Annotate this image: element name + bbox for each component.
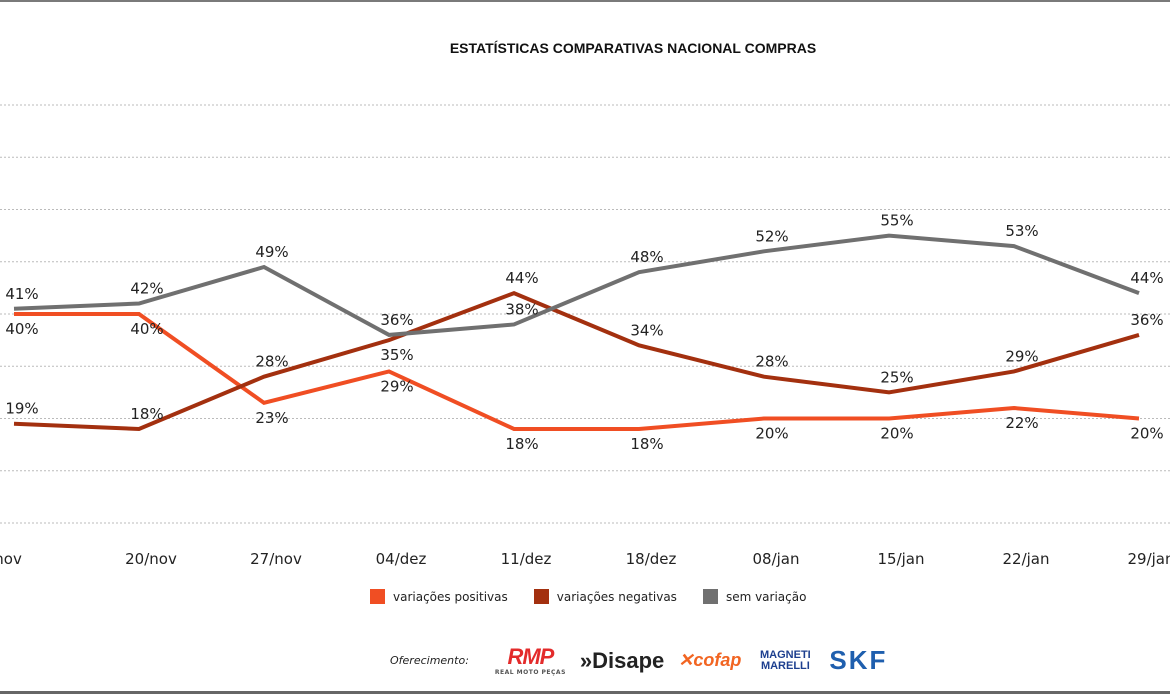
data-label: 19% (5, 400, 38, 418)
x-tick-label: 04/dez (376, 550, 427, 568)
legend-item: variações negativas (533, 589, 677, 604)
data-label: 44% (1130, 269, 1163, 287)
sponsors-label: Oferecimento: (390, 654, 469, 667)
data-label: 48% (630, 248, 663, 266)
data-label: 35% (380, 346, 413, 364)
data-label: 20% (880, 425, 913, 443)
data-label: 42% (130, 280, 163, 298)
data-label: 34% (630, 321, 663, 339)
data-label: 55% (880, 212, 913, 230)
data-label: 36% (1130, 311, 1163, 329)
cofap-logo: ✕cofap (678, 650, 742, 670)
sponsors: Oferecimento: RMP REAL MOTO PEÇAS »Disap… (390, 645, 887, 676)
x-tick-label: 27/nov (250, 550, 302, 568)
x-tick-label: 08/jan (752, 550, 799, 568)
data-label: 49% (255, 243, 288, 261)
bottom-divider (0, 691, 1170, 694)
legend: variações positivas variações negativas se… (370, 589, 806, 604)
data-label: 20% (755, 425, 788, 443)
x-tick-label: 18/dez (626, 550, 677, 568)
x-tick-label: 11/dez (501, 550, 552, 568)
data-label: 53% (1005, 222, 1038, 240)
legend-item: sem variação (702, 589, 807, 604)
data-label: 23% (255, 409, 288, 427)
data-label: 44% (505, 269, 538, 287)
data-label: 18% (630, 435, 663, 453)
series-line-2 (13, 233, 1140, 337)
x-tick-label: 29/jan (1127, 550, 1170, 568)
rmp-logo: RMP REAL MOTO PEÇAS (494, 643, 566, 676)
legend-item: variações positivas (370, 589, 508, 604)
legend-label: variações negativas (556, 589, 677, 604)
data-label: 18% (130, 405, 163, 423)
legend-label: variações positivas (393, 589, 508, 604)
x-tick-label: 15/jan (877, 550, 924, 568)
data-label: 28% (255, 353, 288, 371)
data-label: 40% (130, 320, 163, 338)
data-label: 20% (1130, 425, 1163, 443)
data-label: 28% (755, 353, 788, 371)
data-label: 52% (755, 227, 788, 245)
data-label: 41% (5, 285, 38, 303)
disape-logo: »Disape (579, 647, 665, 673)
x-tick-label: 20/nov (125, 550, 177, 568)
legend-label: sem variação (725, 589, 807, 604)
series-line-0 (14, 312, 1140, 431)
series-line-1 (13, 290, 1140, 431)
data-label: 25% (880, 368, 913, 386)
rmp-logo-mark: RMP (507, 643, 554, 669)
x-tick-label: 22/jan (1002, 550, 1049, 568)
data-label: 29% (380, 377, 413, 395)
data-label: 29% (1005, 347, 1038, 365)
chart-title: ESTATÍSTICAS COMPARATIVAS NACIONAL COMPR… (449, 40, 817, 56)
magneti-marelli-logo: MAGNETI MARELLI (760, 648, 811, 672)
data-label: 40% (5, 320, 38, 338)
rmp-logo-subtitle: REAL MOTO PEÇAS (494, 668, 566, 676)
skf-logo: SKF (829, 645, 888, 675)
data-label: 36% (380, 311, 413, 329)
legend-swatch (702, 589, 718, 604)
data-label: 22% (1005, 414, 1038, 432)
data-label: 38% (505, 300, 538, 318)
legend-swatch (370, 589, 385, 604)
data-label: 18% (505, 435, 538, 453)
legend-swatch (533, 589, 549, 604)
x-tick-label: 13/nov (0, 550, 22, 568)
